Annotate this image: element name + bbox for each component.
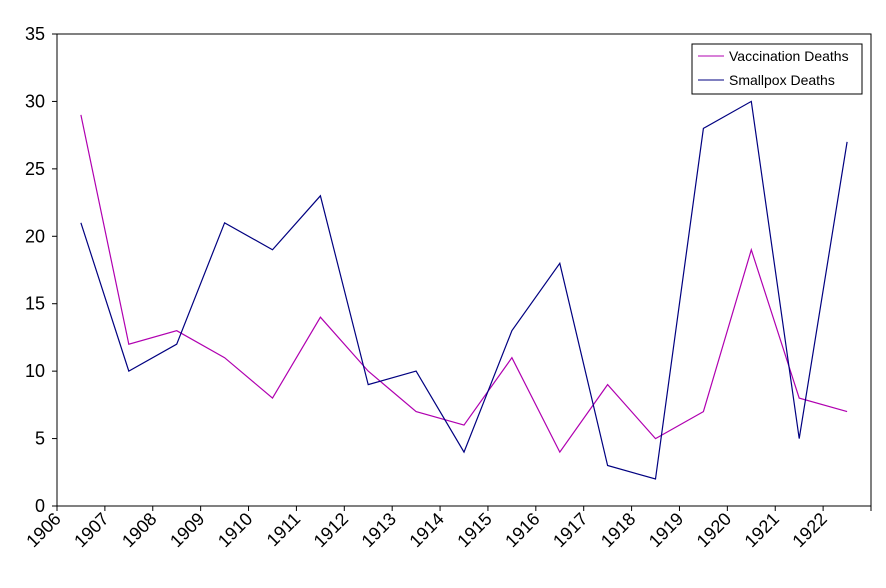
y-tick-label: 35	[25, 24, 45, 44]
y-tick-label: 20	[25, 226, 45, 246]
plot-area	[56, 33, 872, 507]
y-tick-label: 0	[35, 496, 45, 516]
y-axis: 0 5 10 15 20 25 30 35	[25, 24, 57, 516]
legend: Vaccination Deaths Smallpox Deaths	[691, 43, 863, 95]
series-line-vaccination-deaths	[80, 114, 848, 454]
y-tick-label: 25	[25, 159, 45, 179]
legend-label-smallpox-deaths: Smallpox Deaths	[729, 72, 835, 88]
series-layer	[80, 100, 848, 480]
legend-box	[691, 43, 863, 95]
y-tick-label: 5	[35, 429, 45, 449]
legend-label-vaccination-deaths: Vaccination Deaths	[729, 48, 849, 64]
y-tick-label: 15	[25, 294, 45, 314]
series-line-smallpox-deaths	[80, 100, 848, 480]
y-tick-label: 10	[25, 361, 45, 381]
y-tick-label: 30	[25, 91, 45, 111]
